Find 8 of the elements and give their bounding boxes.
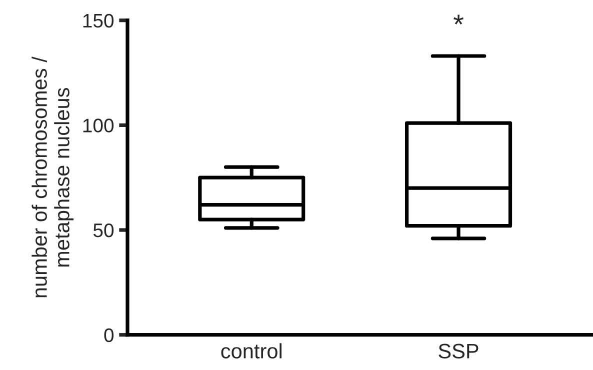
y-tick-label: 0 [104, 328, 114, 342]
y-tick-label: 50 [93, 223, 114, 238]
x-tick-label: control [221, 343, 282, 358]
y-tick-label: 100 [83, 118, 114, 132]
annotation: * [454, 14, 464, 24]
y-axis-title: number of chromosomes / metaphase nucleus [32, 56, 74, 298]
x-tick-label: SSP [438, 344, 478, 358]
y-tick-label: 150 [83, 14, 114, 28]
